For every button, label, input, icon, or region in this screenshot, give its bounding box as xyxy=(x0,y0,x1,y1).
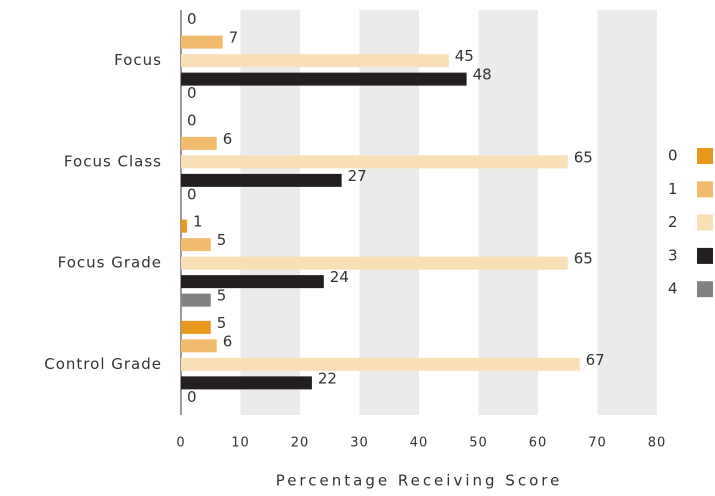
x-tick-label: 40 xyxy=(410,436,429,451)
data-label: 5 xyxy=(217,314,227,332)
x-tick-label: 70 xyxy=(588,436,607,451)
data-label: 24 xyxy=(330,268,349,286)
data-label: 0 xyxy=(187,10,197,28)
y-tick-label: Control Grade xyxy=(44,355,162,373)
data-label: 27 xyxy=(348,167,367,185)
bar xyxy=(181,54,449,68)
legend-label: 1 xyxy=(668,180,678,198)
bar xyxy=(181,72,467,86)
x-tick-label: 80 xyxy=(648,436,667,451)
data-label: 65 xyxy=(574,148,593,166)
bar xyxy=(181,339,217,353)
x-tick-label: 10 xyxy=(231,436,250,451)
x-tick-label: 0 xyxy=(176,436,185,451)
bar xyxy=(181,35,223,49)
data-label: 45 xyxy=(455,47,474,65)
data-label: 5 xyxy=(217,287,227,305)
legend-label: 4 xyxy=(668,280,678,298)
bar xyxy=(181,238,211,252)
data-label: 48 xyxy=(473,66,492,84)
legend-swatch xyxy=(697,281,713,298)
data-label: 0 xyxy=(187,111,197,129)
x-tick-label: 50 xyxy=(469,436,488,451)
bar xyxy=(181,256,568,270)
x-tick-label: 60 xyxy=(529,436,548,451)
data-label: 22 xyxy=(318,369,337,387)
legend-swatch xyxy=(697,247,713,264)
y-tick-label: Focus xyxy=(114,51,162,69)
data-label: 1 xyxy=(193,213,203,231)
grid-band xyxy=(359,10,419,415)
data-label: 65 xyxy=(574,250,593,268)
bar xyxy=(181,275,324,289)
data-label: 7 xyxy=(229,29,239,47)
bar xyxy=(181,155,568,169)
x-tick-label: 30 xyxy=(350,436,369,451)
x-tick-label: 20 xyxy=(291,436,310,451)
data-label: 67 xyxy=(586,351,605,369)
legend-swatch xyxy=(697,148,713,164)
grid-band xyxy=(240,10,300,415)
legend-swatch xyxy=(697,214,713,231)
bar xyxy=(181,293,211,307)
bar xyxy=(181,173,342,187)
legend-swatch xyxy=(697,181,713,198)
bar xyxy=(181,320,211,334)
data-label: 0 xyxy=(187,388,197,406)
grid-band xyxy=(478,10,538,415)
data-label: 6 xyxy=(223,130,233,148)
x-axis-title: Percentage Receiving Score xyxy=(276,472,563,490)
data-label: 0 xyxy=(187,185,197,203)
data-label: 5 xyxy=(217,231,227,249)
y-tick-label: Focus Grade xyxy=(58,254,162,272)
bar xyxy=(181,136,217,150)
y-tick-label: Focus Class xyxy=(64,152,162,170)
legend-label: 2 xyxy=(668,213,678,231)
bar xyxy=(181,357,580,371)
data-label: 6 xyxy=(223,332,233,350)
bar xyxy=(181,376,312,390)
legend-label: 3 xyxy=(668,246,678,264)
data-label: 0 xyxy=(187,84,197,102)
grid-band xyxy=(597,10,657,415)
bar xyxy=(181,219,187,233)
legend-label: 0 xyxy=(668,147,678,165)
